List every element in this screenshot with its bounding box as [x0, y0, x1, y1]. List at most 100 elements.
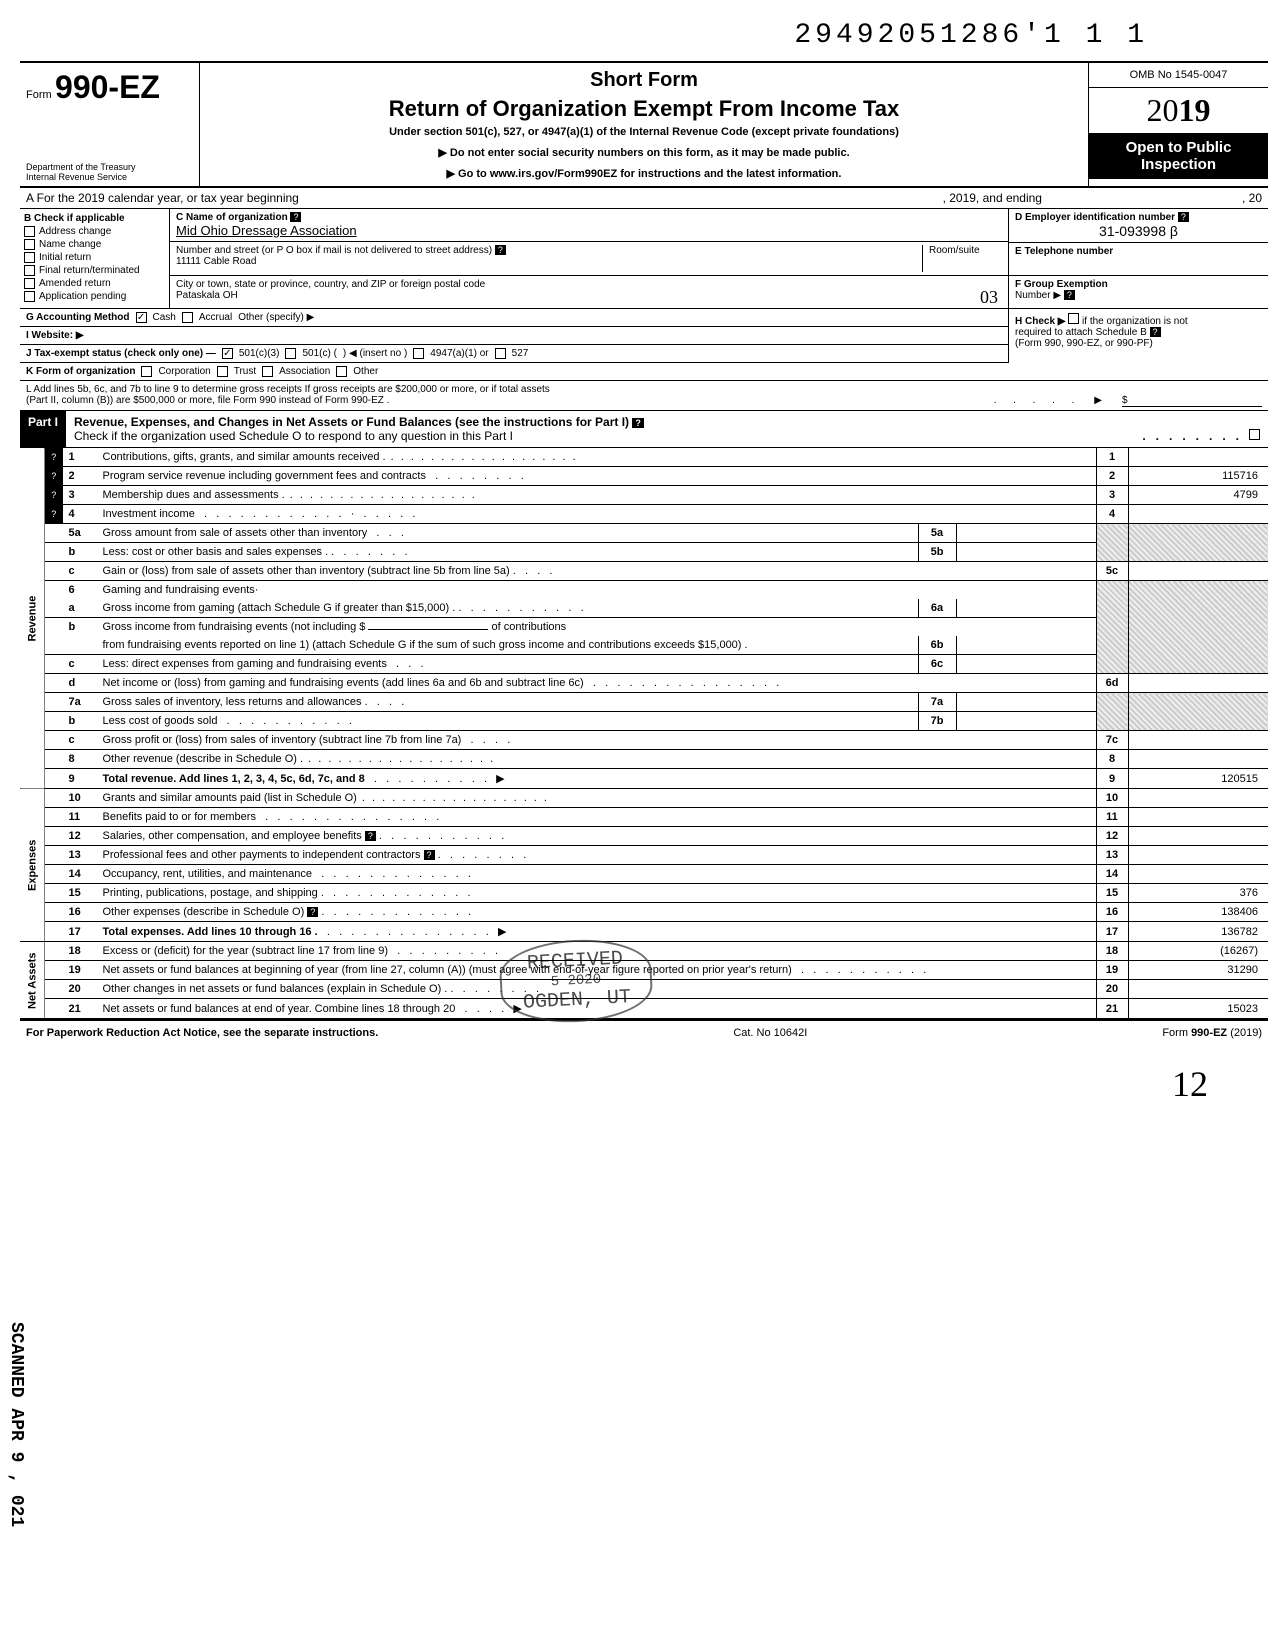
table-row: Net Assets 18 Excess or (deficit) for th…: [20, 942, 1268, 961]
line-desc: Gross income from fundraising events (no…: [103, 621, 366, 633]
line-desc: Professional fees and other payments to …: [103, 849, 421, 861]
sub-value: [956, 655, 1096, 674]
dept-treasury: Department of the Treasury Internal Reve…: [26, 162, 136, 182]
h-text-4: (Form 990, 990-EZ, or 990-PF): [1015, 338, 1153, 349]
sub-ref: 5b: [918, 543, 956, 562]
line-desc: Contributions, gifts, grants, and simila…: [103, 451, 386, 463]
sub-value: [956, 543, 1096, 562]
room-suite-label: Room/suite: [922, 245, 1002, 271]
table-row: Expenses 10 Grants and similar amounts p…: [20, 789, 1268, 808]
line-num: a: [63, 599, 97, 618]
table-row: 6 Gaming and fundraising events·: [20, 581, 1268, 600]
sub-ref: 7b: [918, 712, 956, 731]
opt-501c: 501(c) (: [302, 348, 336, 359]
open-inspection: Open to Public Inspection: [1089, 133, 1268, 179]
opt-501c3: 501(c)(3): [239, 348, 280, 359]
side-net-assets: Net Assets: [20, 942, 45, 1019]
line-desc: Less: direct expenses from gaming and fu…: [103, 658, 387, 670]
sub-value: [956, 636, 1096, 655]
scanned-stamp: SCANNED APR 9 , 021: [6, 1322, 26, 1527]
line-num: 1: [63, 448, 97, 467]
line-ref: 3: [1096, 486, 1128, 505]
cb-trust[interactable]: [217, 366, 228, 377]
sub-value: [956, 524, 1096, 543]
line-ref: 20: [1096, 980, 1128, 999]
section-e: E Telephone number: [1009, 243, 1268, 276]
line-value: [1128, 808, 1268, 827]
cb-application-pending[interactable]: Application pending: [24, 291, 165, 302]
label-e: E Telephone number: [1015, 246, 1113, 257]
table-row: 21 Net assets or fund balances at end of…: [20, 999, 1268, 1019]
line-desc: Program service revenue including govern…: [103, 470, 426, 482]
cb-final-return[interactable]: Final return/terminated: [24, 265, 165, 276]
help-icon: ?: [365, 831, 376, 841]
h-text-3: required to attach Schedule B: [1015, 327, 1147, 338]
cb-cash[interactable]: ✓: [136, 312, 147, 323]
label-k: K Form of organization: [26, 366, 135, 377]
table-row: ? 2 Program service revenue including go…: [20, 467, 1268, 486]
handwritten-03: 03: [980, 287, 998, 308]
table-row: 19 Net assets or fund balances at beginn…: [20, 961, 1268, 980]
line-num: 16: [63, 903, 97, 922]
table-row: 9 Total revenue. Add lines 1, 2, 3, 4, 5…: [20, 769, 1268, 789]
cb-other-org[interactable]: [336, 366, 347, 377]
cb-accrual[interactable]: [182, 312, 193, 323]
opt-assoc: Association: [279, 366, 330, 377]
line-value: 138406: [1128, 903, 1268, 922]
help-icon: ?: [45, 486, 63, 505]
cb-amended-return[interactable]: Amended return: [24, 278, 165, 289]
form-header-right: OMB No 1545-0047 2019 Open to Public Ins…: [1088, 63, 1268, 186]
opt-4947: 4947(a)(1) or: [430, 348, 488, 359]
arrow-url: ▶ Go to www.irs.gov/Form990EZ for instru…: [210, 167, 1078, 180]
table-row: c Gross profit or (loss) from sales of i…: [20, 731, 1268, 750]
help-icon: ?: [307, 907, 318, 917]
line-ref: 1: [1096, 448, 1128, 467]
row-h: H Check ▶ if the organization is not req…: [1008, 309, 1268, 363]
line-value: 120515: [1128, 769, 1268, 789]
cb-4947[interactable]: [413, 348, 424, 359]
table-row: 17 Total expenses. Add lines 10 through …: [20, 922, 1268, 942]
label-f: F Group Exemption: [1015, 279, 1108, 290]
cb-initial-return[interactable]: Initial return: [24, 252, 165, 263]
line-desc: Net assets or fund balances at end of ye…: [103, 1003, 456, 1015]
opt-527: 527: [512, 348, 529, 359]
row-a-mid: , 2019, and ending: [943, 191, 1042, 205]
opt-trust: Trust: [234, 366, 256, 377]
section-d: D Employer identification number ? 31-09…: [1009, 209, 1268, 243]
cb-527[interactable]: [495, 348, 506, 359]
cb-corporation[interactable]: [141, 366, 152, 377]
line-num: c: [63, 562, 97, 581]
help-icon: ?: [424, 850, 435, 860]
cb-name-change[interactable]: Name change: [24, 239, 165, 250]
c-address-row: Number and street (or P O box if mail is…: [170, 242, 1008, 275]
sub-value: [956, 712, 1096, 731]
top-grid: B Check if applicable Address change Nam…: [20, 209, 1268, 309]
cb-501c3[interactable]: ✓: [222, 348, 233, 359]
cb-schedule-o[interactable]: [1249, 429, 1260, 440]
cb-association[interactable]: [262, 366, 273, 377]
cb-schedule-b[interactable]: [1068, 313, 1079, 324]
sub-value: [956, 599, 1096, 618]
line-desc: Less cost of goods sold: [103, 715, 218, 727]
line-desc: Other changes in net assets or fund bala…: [103, 983, 448, 995]
line-ref: 2: [1096, 467, 1128, 486]
cb-address-change[interactable]: Address change: [24, 226, 165, 237]
line-num: 8: [63, 750, 97, 769]
line-desc: Membership dues and assessments .: [103, 489, 285, 501]
table-row: b Less cost of goods sold . . . . . . . …: [20, 712, 1268, 731]
part-1-label: Part I: [20, 411, 66, 447]
label-g: G Accounting Method: [26, 312, 130, 323]
line-num: 17: [63, 922, 97, 942]
footer: For Paperwork Reduction Act Notice, see …: [20, 1019, 1268, 1045]
line-desc: Net income or (loss) from gaming and fun…: [103, 677, 584, 689]
table-row: 8 Other revenue (describe in Schedule O)…: [20, 750, 1268, 769]
cb-501c[interactable]: [285, 348, 296, 359]
line-value: 115716: [1128, 467, 1268, 486]
shaded-cell: [1096, 524, 1128, 562]
row-i: I Website: ▶: [20, 327, 1008, 345]
line-num: 9: [63, 769, 97, 789]
line-ref: 13: [1096, 846, 1128, 865]
line-desc: Investment income: [103, 508, 195, 520]
table-row: c Less: direct expenses from gaming and …: [20, 655, 1268, 674]
line-value: [1128, 865, 1268, 884]
